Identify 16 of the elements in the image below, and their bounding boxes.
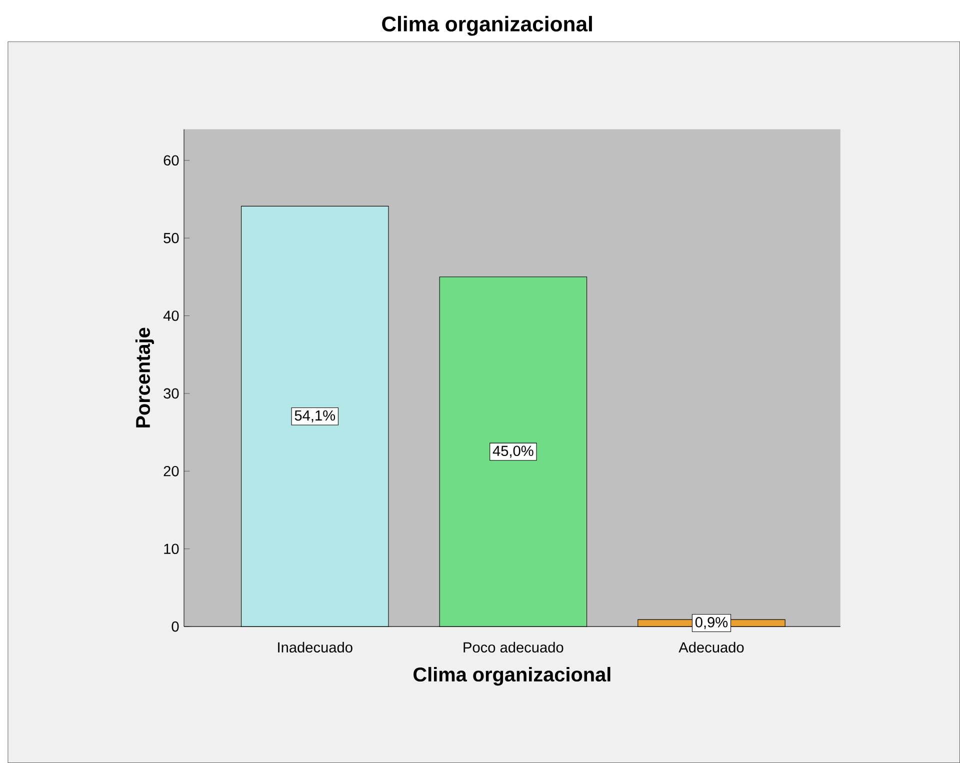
x-tick-label: Poco adecuado (464, 642, 564, 653)
y-tick-label: 20 (164, 466, 179, 476)
x-axis-title: Clima organizacional (414, 666, 610, 686)
y-tick-label: 10 (164, 544, 179, 554)
x-tick-label: Adecuado (678, 642, 744, 653)
y-axis-title: Porcentaje (135, 328, 154, 428)
y-tick-label: 60 (164, 155, 179, 166)
y-tick-label: 30 (164, 388, 179, 399)
data-label: 0,9% (695, 617, 728, 630)
data-label: 45,0% (492, 446, 534, 458)
y-tick-label: 40 (163, 310, 179, 321)
x-tick-label: Inadecuado (278, 642, 352, 653)
y-tick-label: 0 (172, 621, 179, 632)
data-label: 54,1% (294, 410, 336, 422)
chart-title: Clima organizacional (382, 16, 592, 36)
y-tick-label: 50 (164, 232, 179, 244)
